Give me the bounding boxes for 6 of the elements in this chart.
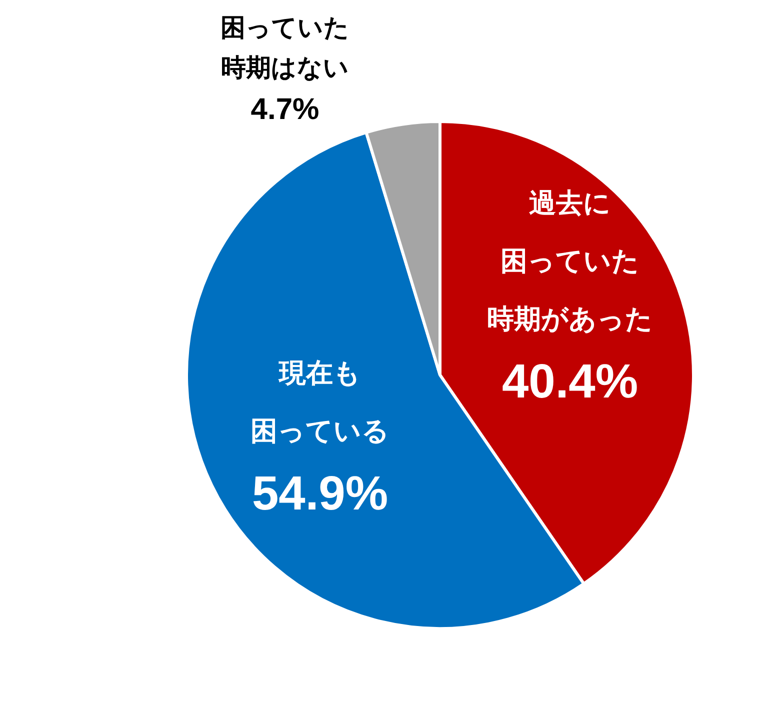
slice-label: 現在も困っている: [250, 357, 390, 449]
data-label: 40.4%: [502, 354, 638, 410]
data-label: 54.9%: [252, 466, 388, 522]
data-label: 4.7%: [250, 93, 320, 127]
slice-label: 困っていた時期はない: [220, 12, 350, 84]
slice-label: 過去に困っていた時期があった: [487, 187, 653, 337]
